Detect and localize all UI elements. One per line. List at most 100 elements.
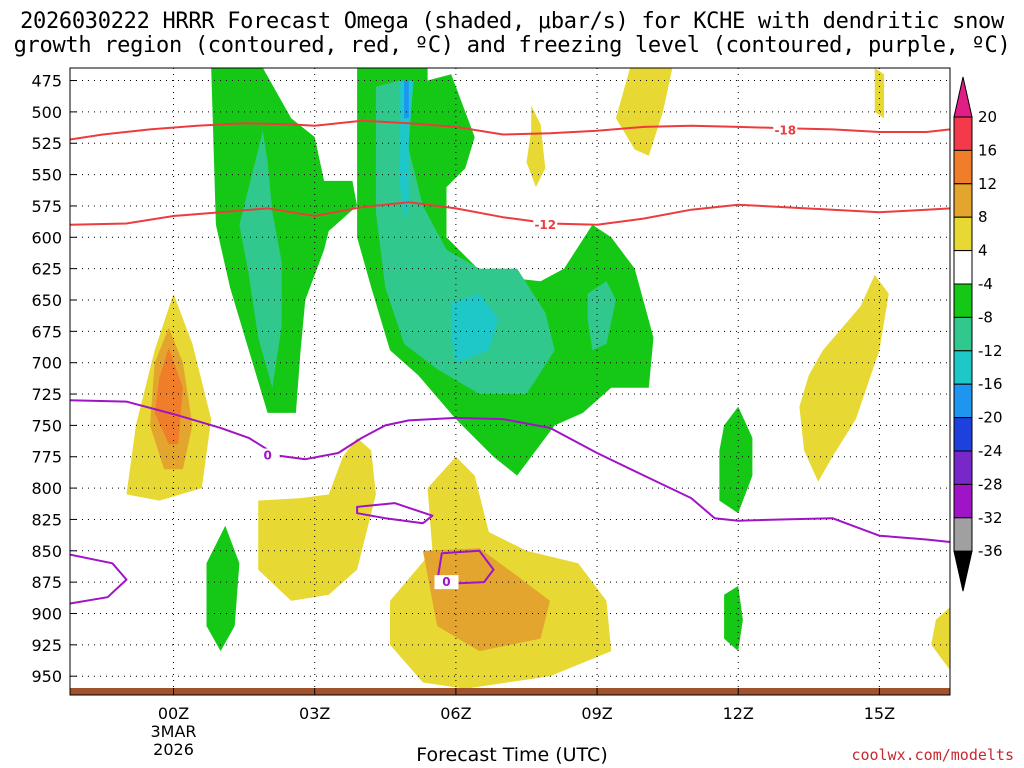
purple-contour-3 (436, 549, 495, 585)
colorbar-swatch-3 (953, 216, 973, 252)
ytick-label-575: 575 (31, 197, 62, 216)
colorbar-label-10: -24 (978, 442, 1003, 460)
xtick-sublabel-0: 3MAR (151, 722, 197, 741)
purple-contour-label-bg-3 (434, 575, 459, 590)
ytick-label-550: 550 (31, 166, 62, 185)
ytick-label-725: 725 (31, 385, 62, 404)
terrain-strip (70, 688, 950, 695)
colorbar-swatch-8 (953, 383, 973, 419)
omega-region-10 (931, 607, 950, 670)
ytick-label-925: 925 (31, 636, 62, 655)
colorbar-swatch-11 (953, 483, 973, 519)
omega-region-16 (404, 80, 409, 119)
omega-region-7 (615, 68, 673, 156)
colorbar-swatch-4 (953, 250, 973, 285)
colorbar-label-12: -32 (978, 509, 1003, 527)
xtick-label-15Z: 15Z (864, 704, 895, 723)
colorbar-label-3: 8 (978, 208, 988, 226)
ytick-label-775: 775 (31, 448, 62, 467)
omega-region-15 (399, 80, 414, 219)
colorbar-label-9: -20 (978, 409, 1003, 427)
colorbar-top-arrow (953, 76, 973, 118)
red-contour-0 (70, 119, 950, 141)
chart-title-line-2: growth region (contoured, red, ºC) and f… (13, 33, 1011, 58)
xtick-sublabel-1: 2026 (153, 740, 194, 759)
red-contour-label-bg-0 (773, 123, 798, 138)
x-axis-title: Forecast Time (UTC) (416, 744, 608, 766)
axes-layer: 475 500 525 550 575 600 625 650 675 700 725 750 775 8… (31, 72, 895, 759)
colorbar-swatch-5 (953, 283, 973, 318)
colorbar-swatch-2 (953, 183, 973, 218)
colorbar-swatch-7 (953, 350, 973, 385)
colorbar-label-1: 16 (978, 141, 997, 159)
ytick-label-825: 825 (31, 510, 62, 529)
ytick-label-875: 875 (31, 573, 62, 592)
omega-region-13 (357, 68, 654, 476)
ytick-label-600: 600 (31, 228, 62, 247)
ytick-label-650: 650 (31, 291, 62, 310)
omega-region-8 (874, 68, 885, 119)
ytick-label-525: 525 (31, 134, 62, 153)
colorbar-label-13: -36 (978, 542, 1003, 560)
contour-layer: -18 -12 0 0 (70, 119, 950, 605)
omega-region-12 (239, 130, 282, 388)
ytick-label-475: 475 (31, 72, 62, 91)
purple-contour-2 (356, 502, 434, 525)
xtick-label-12Z: 12Z (723, 704, 754, 723)
colorbar-label-5: -4 (978, 275, 993, 293)
colorbar-label-8: -16 (978, 375, 1003, 393)
omega-region-5 (422, 548, 550, 652)
omega-region-11 (211, 68, 358, 413)
omega-region-19 (719, 406, 753, 514)
purple-contour-label-3: 0 (442, 575, 450, 589)
ytick-label-700: 700 (31, 354, 62, 373)
omega-region-21 (206, 525, 240, 652)
colorbar-swatch-10 (953, 450, 973, 485)
plot-frame (69, 67, 951, 696)
colorbar-label-4: 4 (978, 242, 988, 260)
omega-region-18 (587, 281, 616, 351)
omega-region-6 (526, 105, 546, 188)
purple-contour-1 (70, 553, 128, 605)
omega-region-3 (258, 437, 376, 601)
chart-title-line-1: 2026030222 HRRR Forecast Omega (shaded, … (20, 9, 1004, 34)
colorbar-swatch-12 (953, 517, 973, 552)
colorbar-swatch-9 (953, 417, 973, 452)
purple-contour-0 (70, 399, 950, 543)
colorbar-bottom-arrow (953, 550, 973, 592)
colorbar-swatch-0 (953, 116, 973, 151)
ytick-label-900: 900 (31, 604, 62, 623)
ytick-label-950: 950 (31, 667, 62, 686)
omega-region-17 (451, 293, 499, 363)
gridlines (70, 68, 950, 695)
colorbar-label-11: -28 (978, 475, 1003, 493)
purple-contour-label-0: 0 (263, 448, 271, 462)
ytick-label-625: 625 (31, 260, 62, 279)
colorbar: 20 16 12 8 4 -4 -8 -12 -16 -20 -24 -28 -32 -36 (953, 76, 1003, 592)
xtick-label-03Z: 03Z (299, 704, 330, 723)
red-contour-label-bg-1 (533, 217, 558, 232)
colorbar-label-2: 12 (978, 175, 997, 193)
ytick-label-675: 675 (31, 322, 62, 341)
ytick-label-850: 850 (31, 542, 62, 561)
ytick-label-750: 750 (31, 416, 62, 435)
red-contour-1 (70, 201, 950, 226)
colorbar-label-0: 20 (978, 108, 997, 126)
ytick-label-800: 800 (31, 479, 62, 498)
xtick-label-09Z: 09Z (581, 704, 612, 723)
omega-region-9 (799, 274, 889, 482)
xtick-label-06Z: 06Z (440, 704, 471, 723)
xtick-label-00Z: 00Z (158, 704, 189, 723)
ytick-label-500: 500 (31, 103, 62, 122)
colorbar-label-7: -12 (978, 342, 1003, 360)
credit-link[interactable]: coolwx.com/modelts (851, 746, 1014, 764)
colorbar-label-6: -8 (978, 308, 993, 326)
omega-region-2 (154, 347, 183, 445)
purple-contour-label-bg-0 (255, 448, 280, 463)
red-contour-label-1: -12 (534, 218, 556, 232)
colorbar-swatch-1 (953, 149, 973, 185)
colorbar-swatch-6 (953, 316, 973, 352)
omega-shading-layer (126, 68, 950, 689)
omega-region-14 (375, 80, 555, 394)
